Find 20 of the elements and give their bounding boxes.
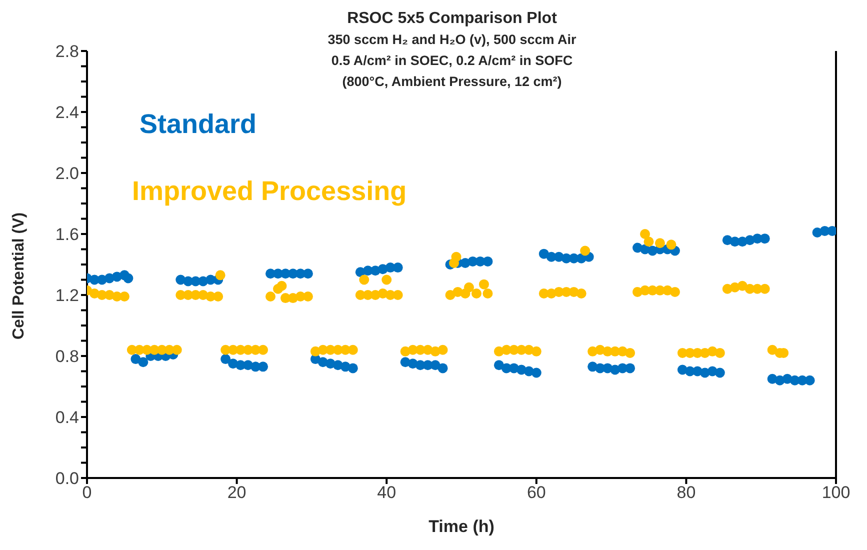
y-tick-label: 2.4 [55, 103, 79, 122]
x-tick-label: 100 [822, 483, 850, 502]
text: Standard [140, 109, 257, 140]
y-tick-label: 1.2 [55, 286, 79, 306]
y-tick-label: 0.0 [55, 469, 79, 488]
chart-title: RSOC 5x5 Comparison Plot [346, 9, 558, 29]
x-tick-label: 40 [377, 483, 396, 502]
x-tick-label: 0 [82, 483, 92, 502]
chart-subtitle: 350 sccm H₂ and H₂O (v), 500 sccm Air 0.5 A/cm² in SOEC, 0.2 A/cm² in SOFC (800°C, Ambient Pressure, 12 cm²) [326, 31, 578, 91]
x-tick-label: 80 [676, 483, 696, 502]
text: Improved Processing [132, 176, 407, 208]
y-tick-label: 2.0 [55, 164, 79, 184]
x-axis-title: Time (h) [428, 517, 494, 536]
y-axis-title: Cell Potential (V) [10, 212, 28, 340]
y-tick-label: 0.4 [55, 408, 79, 428]
y-tick-label: 2.8 [55, 42, 79, 62]
y-tick-label: 1.6 [55, 225, 79, 244]
x-tick-label: 20 [227, 483, 246, 502]
y-tick-label: 0.8 [55, 347, 79, 366]
x-tick-label: 60 [526, 483, 546, 502]
